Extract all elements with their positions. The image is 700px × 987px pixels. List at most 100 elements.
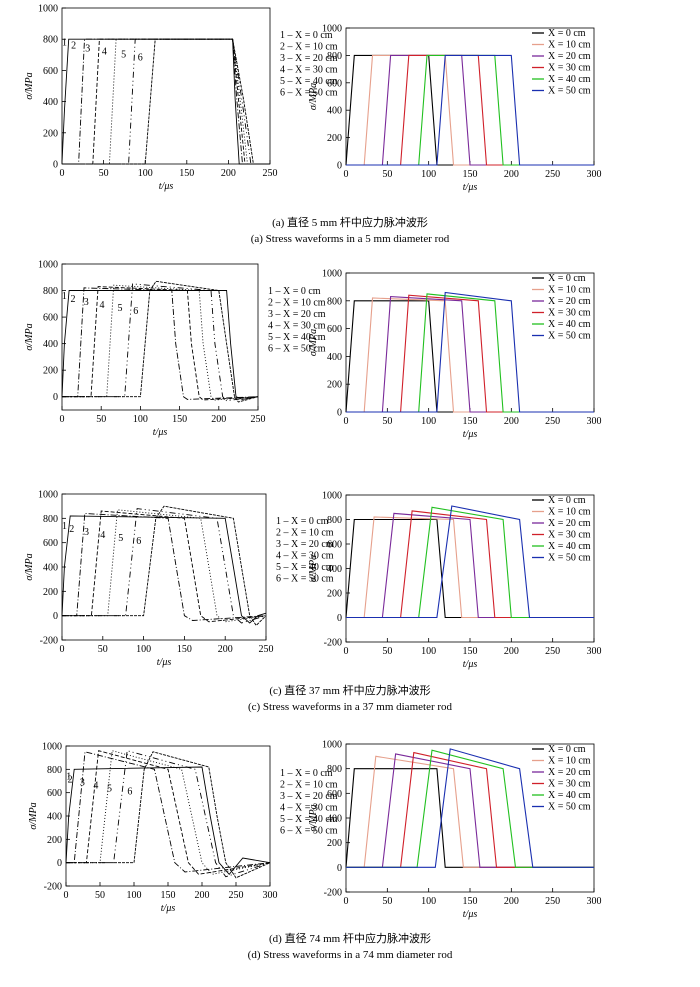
y-axis-label: σ/MPa	[24, 553, 35, 580]
series-line-2	[62, 287, 259, 400]
curve-label: 4	[93, 781, 98, 792]
y-tick-label: -200	[324, 888, 342, 899]
legend-entry: X = 20 cm	[548, 518, 591, 529]
series-line-4	[62, 509, 267, 623]
legend-entry: 5 – X = 40 cm	[276, 562, 334, 573]
y-tick-label: 200	[47, 835, 62, 846]
y-tick-label: 1000	[38, 260, 58, 271]
legend-entry: 1 – X = 0 cm	[280, 768, 333, 779]
x-tick-label: 0	[344, 896, 349, 907]
caption-c-cn: (c) 直径 37 mm 杆中应力脉冲波形	[269, 685, 431, 697]
series-line-2	[62, 513, 267, 621]
legend-entry: 3 – X = 20 cm	[280, 791, 338, 802]
legend-entry: 6 – X = 50 cm	[276, 574, 334, 585]
x-tick-label: 150	[177, 644, 192, 655]
y-tick-label: 200	[327, 838, 342, 849]
x-tick-label: 300	[587, 169, 602, 180]
x-tick-label: 100	[136, 644, 151, 655]
legend-entry: X = 40 cm	[548, 319, 591, 330]
y-tick-label: 200	[327, 589, 342, 600]
series-line-6	[346, 505, 594, 619]
x-tick-label: 50	[98, 644, 108, 655]
y-tick-label: 600	[327, 540, 342, 551]
y-tick-label: 200	[43, 587, 58, 598]
y-tick-label: 0	[337, 613, 342, 624]
chart-2: 0 50 100 150 200 250 300 0 200 400 600 800 1000 t/μs σ…	[308, 24, 602, 194]
curve-label: 5	[107, 784, 112, 795]
y-axis-label: σ/MPa	[308, 804, 319, 831]
x-tick-label: 200	[195, 890, 210, 901]
x-tick-label: 0	[60, 414, 65, 425]
legend-entry: X = 50 cm	[548, 331, 591, 342]
series-line-6	[346, 291, 594, 413]
curve-label: 1	[62, 521, 67, 532]
curve-label: 2	[71, 40, 76, 51]
y-tick-label: 1000	[322, 491, 342, 502]
x-axis-label: t/μs	[153, 427, 168, 438]
y-tick-label: 400	[43, 339, 58, 350]
x-tick-label: 100	[133, 414, 148, 425]
chart-5: 0 50 100 150 200 250-20002004006008001000t/μs…	[24, 490, 334, 669]
y-tick-label: 200	[43, 366, 58, 377]
x-tick-label: 300	[587, 416, 602, 427]
legend-entry: 5 – X = 40 cm	[268, 332, 326, 343]
y-tick-label: 0	[57, 858, 62, 869]
legend-entry: 3 – X = 20 cm	[268, 309, 326, 320]
y-axis-label: σ/MPa	[24, 323, 35, 350]
x-tick-label: 200	[504, 646, 519, 657]
curve-label: 6	[138, 52, 143, 63]
y-tick-label: 800	[327, 51, 342, 62]
x-tick-label: 200	[504, 416, 519, 427]
x-tick-label: 200	[221, 168, 236, 179]
y-tick-label: 0	[53, 392, 58, 403]
x-tick-label: 100	[421, 646, 436, 657]
curve-label: 6	[127, 787, 132, 798]
x-axis-label: t/μs	[463, 659, 478, 670]
series-line-6	[62, 38, 270, 165]
legend-entry: 1 – X = 0 cm	[276, 516, 329, 527]
plot-frame	[61, 7, 271, 165]
x-tick-label: 300	[587, 896, 602, 907]
legend-entry: X = 10 cm	[548, 756, 591, 767]
series-line-3	[62, 38, 270, 165]
x-tick-label: 200	[218, 644, 233, 655]
chart-7: 0 50 100 150 200 250 300-20002004006008001000t…	[28, 742, 338, 915]
y-tick-label: 800	[43, 35, 58, 46]
x-tick-label: 50	[382, 896, 392, 907]
y-tick-label: 600	[43, 66, 58, 77]
plot-frame	[61, 263, 259, 411]
curve-label: 3	[84, 297, 89, 308]
series-line-5	[62, 283, 259, 402]
curve-label: 1	[62, 37, 67, 48]
series-line-1	[61, 515, 267, 624]
legend-entry: 5 – X = 40 cm	[280, 76, 338, 87]
y-tick-label: 0	[53, 611, 58, 622]
y-tick-label: 400	[327, 564, 342, 575]
x-tick-label: 300	[587, 646, 602, 657]
y-tick-label: 200	[327, 380, 342, 391]
x-tick-label: 250	[263, 168, 278, 179]
y-tick-label: 600	[47, 788, 62, 799]
x-tick-label: 150	[463, 169, 478, 180]
x-tick-label: 250	[259, 644, 274, 655]
y-tick-label: 400	[43, 563, 58, 574]
series-line-3	[66, 750, 271, 875]
curve-label: 2	[69, 524, 74, 535]
curve-label: 5	[118, 303, 123, 314]
legend-entry: X = 10 cm	[548, 40, 591, 51]
legend-entry: 6 – X = 50 cm	[280, 826, 338, 837]
y-tick-label: 400	[47, 812, 62, 823]
x-tick-label: 0	[60, 168, 65, 179]
chart-1: 0 50 100 150 200 250 0 200 400 600 800 1000 t/μs σ/MP…	[24, 4, 338, 193]
curve-label: 3	[80, 778, 85, 789]
legend-entry: 2 – X = 10 cm	[268, 298, 326, 309]
legend-entry: X = 30 cm	[548, 63, 591, 74]
x-tick-label: 50	[382, 646, 392, 657]
y-tick-label: 800	[43, 286, 58, 297]
y-tick-label: 0	[337, 408, 342, 419]
y-tick-label: 0	[337, 161, 342, 172]
chart-8: 0 50 100 150 200 250 300-20002004006008001000t…	[308, 740, 602, 921]
y-tick-label: 200	[327, 133, 342, 144]
y-tick-label: 600	[327, 78, 342, 89]
x-tick-label: 50	[382, 416, 392, 427]
